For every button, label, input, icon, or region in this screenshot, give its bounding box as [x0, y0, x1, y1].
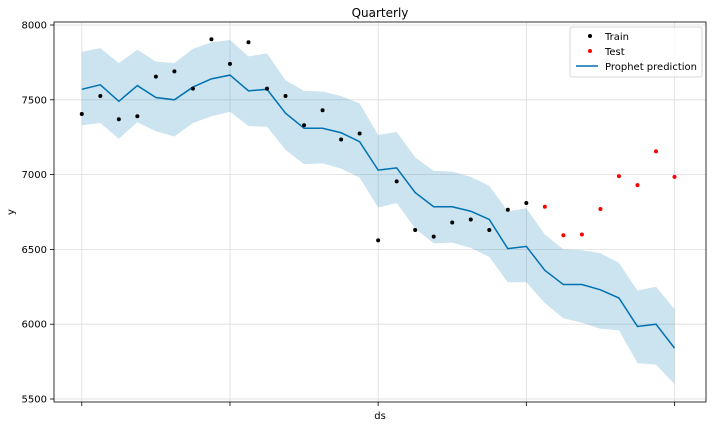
- y-tick-label: 5500: [22, 395, 47, 406]
- train-point: [98, 94, 103, 99]
- y-axis-label: y: [6, 209, 17, 215]
- gridlines: [54, 22, 706, 402]
- train-point: [227, 61, 232, 66]
- test-point: [616, 174, 621, 179]
- train-point: [431, 234, 436, 239]
- y-tick-label: 7000: [22, 170, 47, 181]
- train-point: [153, 74, 158, 79]
- legend: Train Test Prophet prediction: [569, 26, 703, 78]
- prophet-uncertainty-band: [81, 39, 675, 385]
- x-axis-label: ds: [374, 411, 386, 422]
- train-point: [524, 201, 529, 206]
- plot-frame: [53, 21, 707, 403]
- test-point: [579, 232, 584, 237]
- train-point: [320, 108, 325, 113]
- train-point: [265, 86, 270, 91]
- train-point: [487, 227, 492, 232]
- y-axis-ticks: 5500 6000 6500 7000 7500 8000: [22, 20, 54, 406]
- y-tick-label: 6000: [22, 320, 47, 331]
- train-point: [376, 238, 381, 243]
- train-point: [209, 37, 214, 42]
- train-point: [79, 112, 84, 117]
- y-tick-label: 6500: [22, 245, 47, 256]
- train-point: [505, 207, 510, 212]
- legend-train-marker: [588, 34, 592, 38]
- test-point: [653, 149, 658, 154]
- x-axis-ticks: [81, 402, 675, 406]
- legend-train-label: Train: [604, 32, 629, 43]
- legend-prediction-label: Prophet prediction: [605, 62, 697, 73]
- train-point: [116, 117, 121, 122]
- train-point: [357, 131, 362, 136]
- test-points: [542, 149, 677, 238]
- train-point: [413, 227, 418, 232]
- test-point: [561, 233, 566, 238]
- train-point: [172, 69, 177, 74]
- prophet-prediction-line: [81, 74, 676, 349]
- train-point: [468, 217, 473, 222]
- train-point: [190, 86, 195, 91]
- test-point: [598, 207, 603, 212]
- train-point: [394, 179, 399, 184]
- test-point: [672, 174, 677, 179]
- legend-test-marker: [588, 49, 592, 53]
- legend-box: [569, 26, 703, 78]
- chart-title: Quarterly: [352, 6, 409, 20]
- train-point: [302, 123, 307, 128]
- train-points: [79, 37, 529, 243]
- plot-area: [54, 22, 706, 402]
- test-point: [635, 183, 640, 188]
- y-tick-label: 7500: [22, 95, 47, 106]
- train-point: [135, 114, 140, 119]
- legend-test-label: Test: [604, 47, 625, 58]
- test-point: [542, 204, 547, 209]
- train-point: [450, 220, 455, 225]
- train-point: [339, 137, 344, 142]
- y-tick-label: 8000: [22, 20, 47, 31]
- train-point: [283, 94, 288, 99]
- train-point: [246, 40, 251, 45]
